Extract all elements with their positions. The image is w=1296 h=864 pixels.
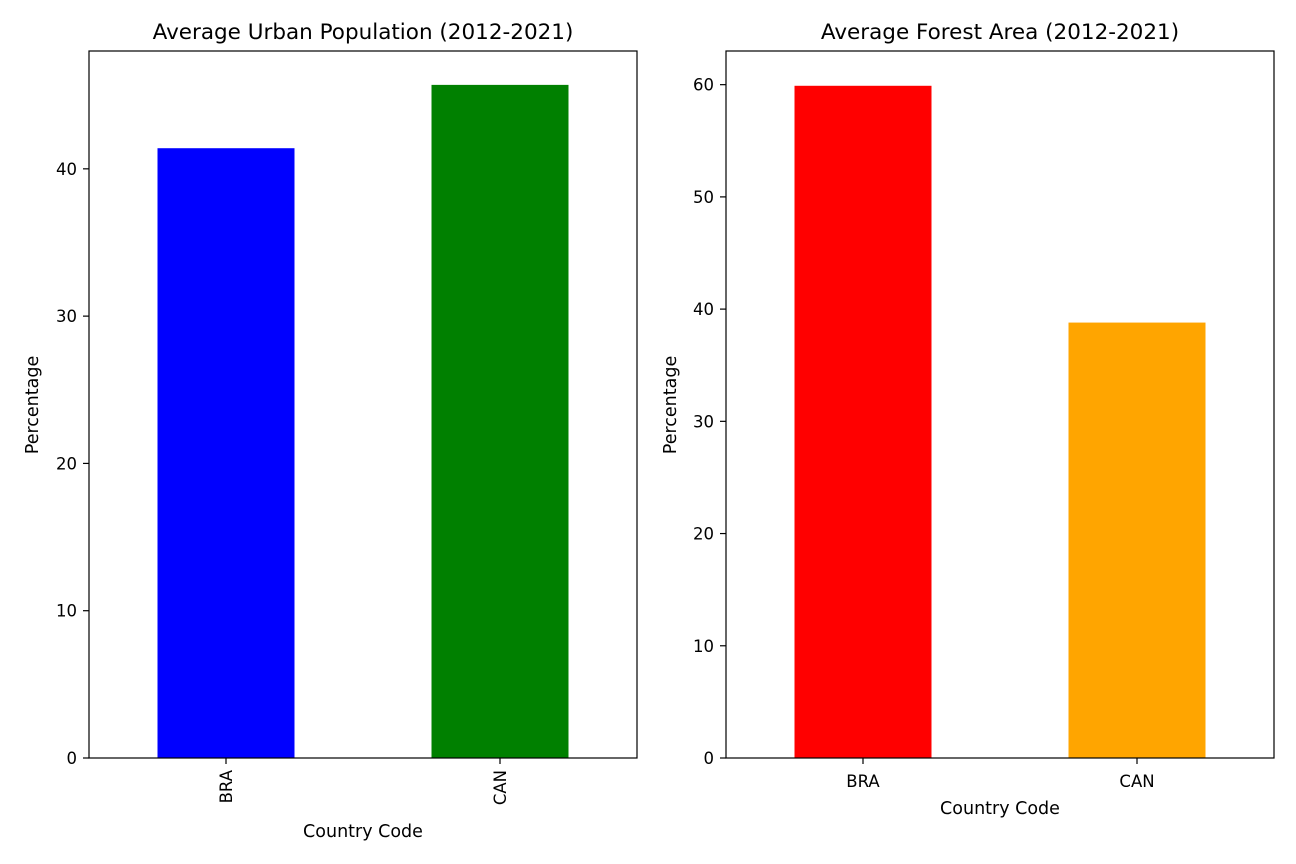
bar-group <box>794 85 1206 759</box>
bar-bra <box>157 148 295 758</box>
y-tick-label: 60 <box>693 76 714 95</box>
y-tick-label: 20 <box>693 525 714 544</box>
forest-area-chart: Average Forest Area (2012-2021) 0 10 20 30 4… <box>661 20 1275 819</box>
y-tick-label: 20 <box>56 454 77 473</box>
chart-title: Average Urban Population (2012-2021) <box>153 20 574 45</box>
chart-title: Average Forest Area (2012-2021) <box>821 20 1179 45</box>
x-tick-label: CAN <box>1119 772 1154 791</box>
y-tick-label: 50 <box>693 188 714 207</box>
x-tick-label: BRA <box>846 772 880 791</box>
y-tick-label: 30 <box>693 412 714 431</box>
y-axis-ticks: 0 10 20 30 40 <box>56 160 89 768</box>
plot-frame <box>725 50 1275 759</box>
y-axis-label: Percentage <box>661 356 681 454</box>
x-axis-label: Country Code <box>940 799 1060 819</box>
y-tick-label: 10 <box>56 602 77 621</box>
y-tick-label: 10 <box>693 637 714 656</box>
x-axis-ticks: BRA CAN <box>217 758 510 805</box>
y-tick-label: 40 <box>693 300 714 319</box>
bar-group <box>157 84 569 759</box>
x-axis-label: Country Code <box>303 822 423 842</box>
plot-frame <box>88 50 638 759</box>
x-tick-label: BRA <box>217 769 236 803</box>
bar-can <box>1068 322 1206 758</box>
y-axis-label: Percentage <box>23 356 43 454</box>
y-tick-label: 0 <box>67 749 78 768</box>
y-tick-label: 30 <box>56 307 77 326</box>
urban-population-chart: Average Urban Population (2012-2021) 0 10… <box>23 20 638 842</box>
bar-can <box>431 84 569 759</box>
x-tick-label: CAN <box>491 770 510 805</box>
x-axis-ticks: BRA CAN <box>846 758 1155 791</box>
y-tick-label: 0 <box>704 749 715 768</box>
y-tick-label: 40 <box>56 160 77 179</box>
y-axis-ticks: 0 10 20 30 40 50 60 <box>693 76 726 768</box>
bar-bra <box>794 85 932 759</box>
